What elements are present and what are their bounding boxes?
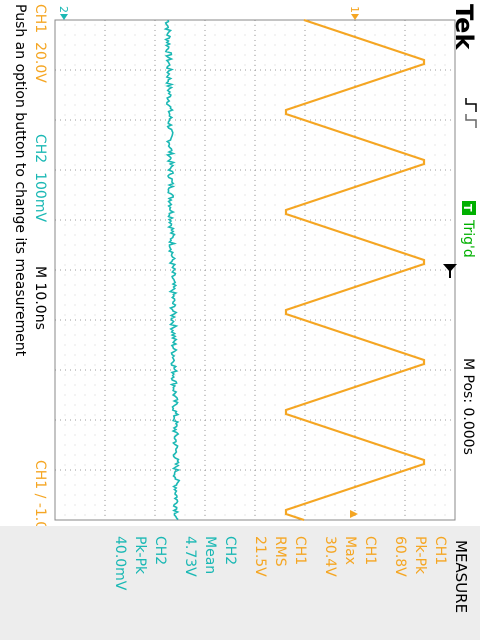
measurement-text: Pk-Pk bbox=[132, 536, 148, 575]
timebase: M 10.0ns bbox=[32, 266, 48, 330]
measurement-text: CH1 bbox=[362, 536, 378, 565]
trigger-level-arrow-icon bbox=[350, 510, 358, 518]
ch2-scale: CH2 100mV bbox=[32, 134, 48, 222]
measurement-text: CH2 bbox=[222, 536, 238, 565]
ch1-waveform bbox=[284, 18, 426, 522]
trig-badge bbox=[462, 201, 476, 215]
measurement-text: CH1 bbox=[292, 536, 308, 565]
ch2-waveform bbox=[163, 19, 181, 521]
trig-badge-letter: T bbox=[461, 204, 474, 212]
ch1-marker-label: 1 bbox=[348, 6, 361, 13]
measure-panel: CH1Pk-Pk60.8VCH1Max30.4VCH1RMS21.5VCH2Me… bbox=[0, 526, 480, 640]
graticule bbox=[55, 20, 455, 520]
measurement-text: 30.4V bbox=[322, 536, 338, 577]
ch2-ground-marker[interactable]: 2 bbox=[57, 6, 70, 20]
trigger-edge-icon bbox=[465, 98, 477, 128]
ch1-ground-marker[interactable]: 1 bbox=[348, 6, 361, 20]
measurement-text: Pk-Pk bbox=[412, 536, 428, 575]
waveform-area bbox=[54, 19, 456, 521]
measurement-text: 4.73V bbox=[182, 536, 198, 577]
measurement-text: 60.8V bbox=[392, 536, 408, 577]
horizontal-position: M Pos: 0.000s bbox=[460, 358, 476, 455]
graticule-border bbox=[54, 19, 456, 521]
hint-text: Push an option button to change its meas… bbox=[12, 4, 28, 357]
measurement-text: Mean bbox=[202, 536, 218, 574]
measure-title: MEASURE bbox=[452, 540, 470, 613]
trigger-status: Trig'd bbox=[460, 219, 476, 258]
measurement-text: 40.0mV bbox=[112, 536, 128, 591]
brand-logo: Tek bbox=[450, 4, 478, 50]
ch1-scale: CH1 20.0V bbox=[32, 4, 48, 83]
measurement-text: CH2 bbox=[152, 536, 168, 565]
ch2-marker-label: 2 bbox=[57, 6, 70, 13]
measurement-text: CH1 bbox=[432, 536, 448, 565]
measurement-text: Max bbox=[342, 536, 358, 565]
measurement-text: RMS bbox=[272, 536, 288, 567]
measurement-text: 21.5V bbox=[252, 536, 268, 577]
